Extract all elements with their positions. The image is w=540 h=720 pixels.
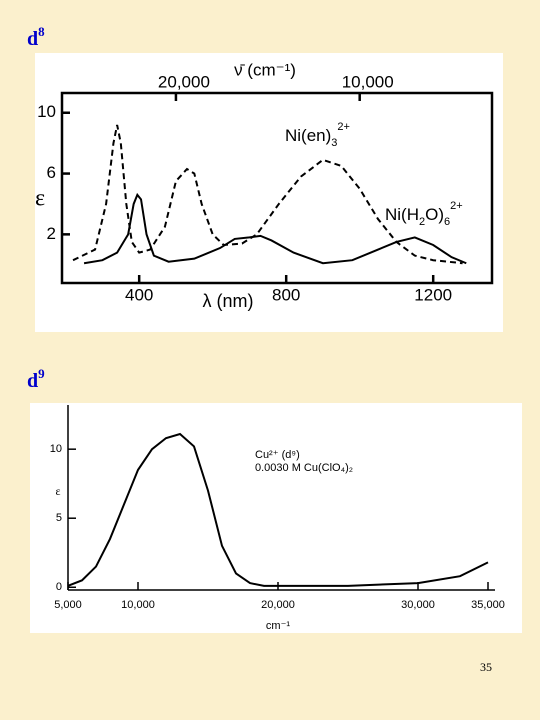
y-tick-label: 10 [50,443,62,455]
y-tick-label: 2 [47,224,56,243]
x2-tick-label: 20,000 [158,72,210,91]
y-tick-label: 5 [56,512,62,524]
label-part: O) [425,205,444,224]
label-part: Ni(en) [285,126,331,145]
label-part: 2 [419,216,425,228]
x-tick-label: 800 [272,285,300,304]
x-axis-label: λ (nm) [203,291,254,311]
x-tick-label: 5,000 [54,599,82,611]
series-line [72,124,463,265]
x-axis-label: cm⁻¹ [266,620,290,632]
chart-panel [35,53,503,332]
series-line [83,192,467,265]
series-label: Ni(H2O)62+ [385,200,463,228]
label-part: 3 [331,137,337,149]
label-part: 2+ [337,121,350,133]
chart-panel [30,403,522,633]
y-tick-label: 0 [56,581,62,593]
x-tick-label: 1200 [414,285,452,304]
annotation: Cu²⁺ (d⁹) [255,449,300,461]
plot-frame [60,91,494,285]
page-number: 35 [480,660,492,674]
heading: d8 [27,24,45,50]
label-part: 2+ [450,200,463,212]
label-part: 6 [444,216,450,228]
x-tick-label: 400 [125,285,153,304]
x-tick-label: 20,000 [261,599,295,611]
x-tick-label: 30,000 [401,599,435,611]
y-axis-label: ε [35,186,45,212]
annotation: 0.0030 M Cu(ClO₄)₂ [255,462,353,474]
x2-axis-label: ν̄ (cm⁻¹) [234,60,296,79]
series-label: Ni(en)32+ [285,121,350,149]
y-tick-label: 6 [47,163,56,182]
y-axis-label: ε [55,484,60,498]
heading: d9 [27,366,45,392]
y-tick-label: 10 [37,102,56,121]
x-tick-label: 10,000 [121,599,155,611]
series-line [67,432,489,587]
x-tick-label: 35,000 [471,599,505,611]
x2-tick-label: 10,000 [342,72,394,91]
label-part: Ni(H [385,205,419,224]
